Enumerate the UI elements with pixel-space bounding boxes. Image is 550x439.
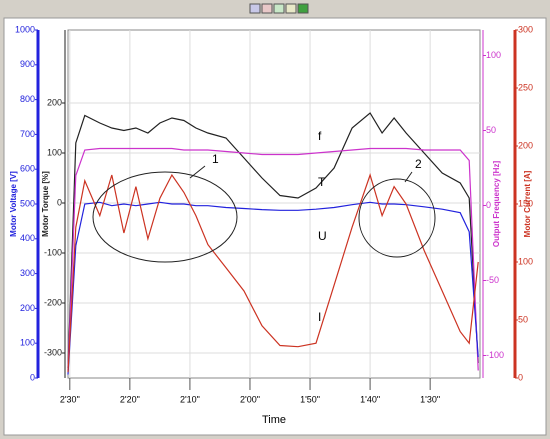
y-axis-title: Motor Torque [%] xyxy=(41,171,50,237)
y-tick-label: -50 xyxy=(486,275,499,285)
y-tick-label: 1000 xyxy=(15,24,35,34)
y-tick-label: 100 xyxy=(518,256,533,266)
y-tick-label: 300 xyxy=(518,24,533,34)
y-tick-label: 50 xyxy=(486,125,496,135)
y-tick-label: 100 xyxy=(20,338,35,348)
series-label: f xyxy=(318,129,322,143)
x-tick-label: 2'20" xyxy=(120,394,140,404)
annotation: 2 xyxy=(415,157,422,171)
y-axis-title: Motor Voltage [V] xyxy=(9,171,18,237)
y-axis-title: Output Frequency [Hz] xyxy=(492,161,501,248)
y-axis-title: Motor Current [A] xyxy=(523,170,532,237)
y-tick-label: 250 xyxy=(518,82,533,92)
series-label: T xyxy=(318,175,326,189)
x-tick-label: 1'40" xyxy=(360,394,380,404)
y-tick-label: 150 xyxy=(518,198,533,208)
y-tick-label: 0 xyxy=(30,372,35,382)
y-tick-label: 300 xyxy=(20,268,35,278)
y-tick-label: 900 xyxy=(20,59,35,69)
series-label: U xyxy=(318,229,327,243)
y-tick-label: -100 xyxy=(486,350,504,360)
series-line xyxy=(67,147,479,371)
y-tick-label: -300 xyxy=(44,347,62,357)
x-tick-label: 1'30" xyxy=(420,394,440,404)
highlight-ellipse xyxy=(358,178,436,258)
highlight-ellipse xyxy=(92,171,238,263)
series-line xyxy=(67,112,479,369)
y-tick-label: 0 xyxy=(57,197,62,207)
annotation: 1 xyxy=(212,152,219,166)
y-tick-label: -100 xyxy=(44,247,62,257)
y-tick-label: 400 xyxy=(20,233,35,243)
toolbar xyxy=(249,3,309,14)
x-tick-label: 2'30" xyxy=(60,394,80,404)
y-tick-label: 600 xyxy=(20,164,35,174)
y-tick-label: -200 xyxy=(44,297,62,307)
y-tick-label: 800 xyxy=(20,94,35,104)
y-tick-label: 700 xyxy=(20,129,35,139)
series-label: I xyxy=(318,310,321,324)
series-line xyxy=(67,201,479,375)
y-tick-label: 200 xyxy=(47,97,62,107)
x-tick-label: 1'50" xyxy=(300,394,320,404)
y-tick-label: 500 xyxy=(20,198,35,208)
y-tick-label: 50 xyxy=(518,314,528,324)
y-tick-label: 100 xyxy=(47,147,62,157)
x-tick-label: 2'10" xyxy=(180,394,200,404)
y-tick-label: 200 xyxy=(20,303,35,313)
plot-area xyxy=(67,29,481,379)
y-tick-label: 100 xyxy=(486,50,501,60)
y-tick-label: 200 xyxy=(518,140,533,150)
y-tick-label: 0 xyxy=(486,200,491,210)
pointer xyxy=(189,165,206,179)
x-tick-label: 2'00" xyxy=(240,394,260,404)
series-line xyxy=(67,173,479,373)
x-axis-label: Time xyxy=(262,414,286,426)
pointer xyxy=(404,171,413,183)
y-tick-label: 0 xyxy=(518,372,523,382)
